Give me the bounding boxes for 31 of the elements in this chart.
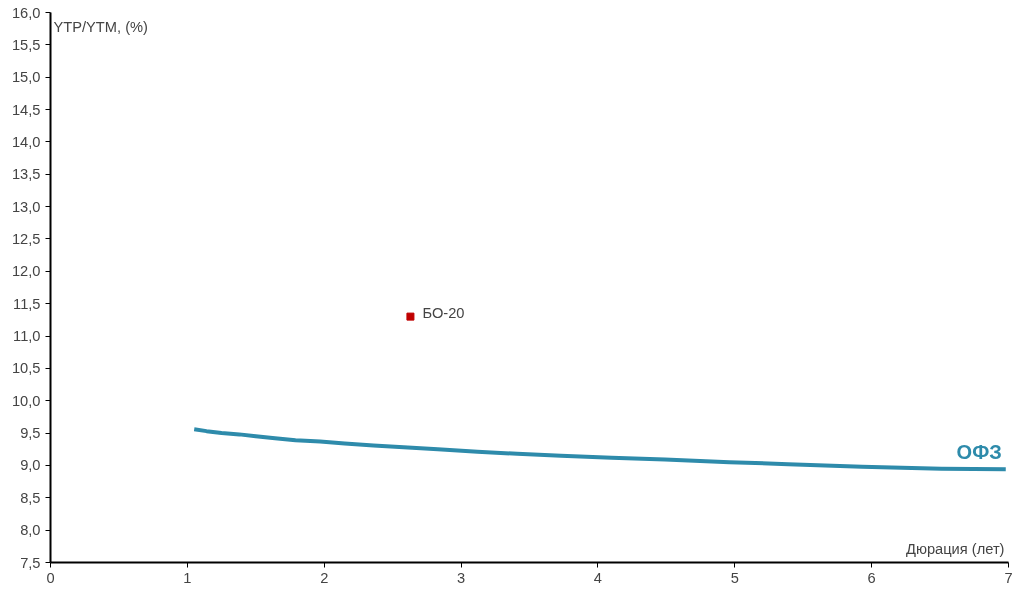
x-tick-label: 0 — [46, 569, 55, 586]
y-tick-label: 8,5 — [20, 489, 41, 506]
y-tick-label: 15,0 — [11, 69, 41, 86]
y-tick-label: 10,5 — [11, 360, 41, 377]
series-label: ОФЗ — [956, 441, 1002, 464]
x-tick-label: 3 — [457, 569, 466, 586]
x-tick-label: 4 — [593, 569, 603, 586]
y-tick-label: 11,5 — [13, 295, 41, 312]
y-tick-label: 9,0 — [20, 457, 41, 474]
x-axis-title: Дюрация (лет) — [906, 540, 1005, 557]
series-label: БО-20 — [422, 304, 465, 321]
y-axis-title: YTP/YTM, (%) — [53, 18, 148, 35]
x-tick-label: 1 — [183, 569, 192, 586]
y-tick-label: 15,5 — [11, 36, 41, 53]
y-tick-label: 13,5 — [11, 166, 41, 183]
y-tick-label: 11,0 — [13, 328, 41, 345]
y-tick-label: 7,5 — [20, 554, 41, 571]
y-tick-label: 14,5 — [11, 101, 41, 118]
y-tick-label: 13,0 — [11, 198, 41, 215]
y-tick-label: 9,5 — [20, 425, 41, 442]
y-tick-label: 16,0 — [11, 4, 41, 21]
x-tick-label: 2 — [320, 569, 329, 586]
y-tick-label: 10,0 — [11, 392, 41, 409]
x-tick-label: 5 — [730, 569, 739, 586]
y-tick-label: 12,0 — [11, 263, 41, 280]
x-tick-label: 7 — [1004, 569, 1013, 586]
y-tick-label: 12,5 — [11, 230, 41, 247]
y-tick-label: 8,0 — [20, 522, 41, 539]
line-series — [192, 427, 1008, 472]
x-tick-label: 6 — [867, 569, 876, 586]
y-tick-label: 14,0 — [11, 133, 41, 150]
